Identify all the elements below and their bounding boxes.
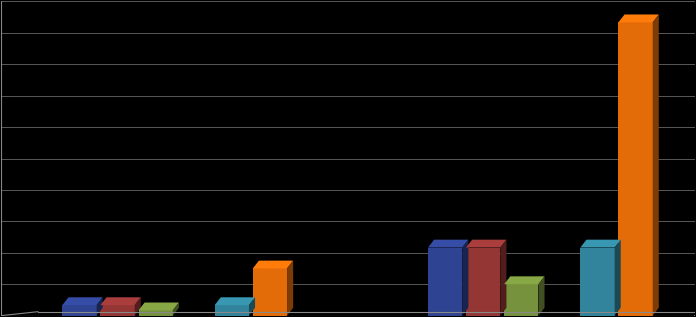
Polygon shape [97,297,103,316]
Polygon shape [619,22,653,316]
Polygon shape [253,261,293,268]
Polygon shape [100,305,135,316]
Polygon shape [504,284,539,316]
Polygon shape [214,297,255,305]
Polygon shape [580,248,615,316]
Polygon shape [653,15,659,316]
Polygon shape [539,276,544,316]
Polygon shape [466,240,507,248]
Polygon shape [139,310,173,316]
Polygon shape [504,276,544,284]
Polygon shape [249,297,255,316]
Polygon shape [619,15,659,22]
Polygon shape [214,305,249,316]
Polygon shape [428,240,468,248]
Polygon shape [428,248,462,316]
Polygon shape [500,240,507,316]
Polygon shape [173,302,179,316]
Polygon shape [63,297,103,305]
Polygon shape [63,305,97,316]
Polygon shape [287,261,293,316]
Polygon shape [253,268,287,316]
Polygon shape [466,248,500,316]
Polygon shape [615,240,621,316]
Polygon shape [462,240,468,316]
Polygon shape [139,302,179,310]
Polygon shape [580,240,621,248]
Polygon shape [135,297,141,316]
Polygon shape [100,297,141,305]
